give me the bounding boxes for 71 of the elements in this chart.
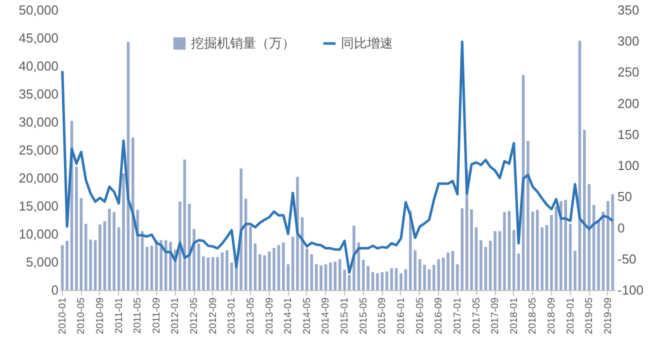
bar <box>503 212 506 290</box>
y-tick-label: 20,000 <box>18 170 58 186</box>
x-tick-label: 2018-01 <box>508 297 520 334</box>
y2-tick-label: 100 <box>618 158 640 174</box>
bar <box>400 273 402 290</box>
x-tick-label: 2019-09 <box>602 297 614 334</box>
x-tick-label: 2010-09 <box>94 297 106 334</box>
y-tick-label: 25,000 <box>18 142 58 158</box>
x-tick-label: 2011-09 <box>151 297 162 334</box>
x-tick-label: 2010-01 <box>57 297 68 334</box>
bar <box>376 273 379 290</box>
x-tick-label: 2018-09 <box>546 297 558 334</box>
x-tick-label: 2012-09 <box>208 297 219 334</box>
x-tick-label: 2016-05 <box>414 297 426 334</box>
x-tick-label: 2012-05 <box>189 297 200 334</box>
x-tick-label: 2013-09 <box>264 297 276 334</box>
x-tick-label: 2017-01 <box>452 297 464 334</box>
x-tick-label: 2016-09 <box>434 297 445 334</box>
bar <box>423 264 426 290</box>
x-tick-label: 2019-05 <box>584 297 596 334</box>
y2-tick-label: -100 <box>618 282 644 298</box>
x-tick-label: 2011-05 <box>132 297 144 334</box>
x-tick-label: 2013-05 <box>245 297 256 334</box>
bar <box>249 226 252 290</box>
y2-tick-label: -50 <box>618 251 636 266</box>
bar <box>550 214 553 290</box>
x-tick-label: 2018-05 <box>528 297 539 334</box>
x-tick-label: 2010-05 <box>76 297 88 334</box>
y2-tick-label: 50 <box>618 189 632 204</box>
x-tick-label: 2015-01 <box>340 297 351 334</box>
x-tick-label: 2015-09 <box>377 297 388 334</box>
y2-tick-label: 250 <box>618 64 640 80</box>
x-tick-label: 2011-01 <box>114 297 125 334</box>
x-tick-label: 2014-01 <box>283 297 294 334</box>
y2-tick-label: 300 <box>618 34 640 49</box>
bar <box>169 242 172 290</box>
y-tick-label: 0 <box>51 282 58 298</box>
bar <box>146 246 148 290</box>
x-tick-label: 2014-09 <box>320 297 332 334</box>
x-tick-label: 2016-01 <box>396 297 407 334</box>
y-tick-label: 50,000 <box>18 2 58 18</box>
bar <box>75 166 78 290</box>
y-tick-label: 30,000 <box>18 114 58 130</box>
y-tick-label: 10,000 <box>18 226 58 242</box>
y-tick-label: 45,000 <box>18 30 58 46</box>
y2-tick-label: 0 <box>618 220 625 236</box>
bar <box>526 141 530 290</box>
x-tick-label: 2012-01 <box>170 297 182 334</box>
x-tick-label: 2017-09 <box>490 297 502 334</box>
x-tick-label: 2014-05 <box>302 297 313 334</box>
y2-tick-label: 150 <box>618 126 640 142</box>
x-tick-label: 2015-05 <box>358 297 370 334</box>
y2-tick-label: 350 <box>618 2 640 18</box>
x-tick-label: 2013-01 <box>226 297 238 334</box>
y-tick-label: 5,000 <box>26 254 58 270</box>
bar <box>98 224 102 290</box>
bar <box>574 250 576 290</box>
y-tick-label: 35,000 <box>18 86 58 102</box>
y-tick-label: 15,000 <box>18 198 58 214</box>
legend-label: 挖掘机销量（万） <box>191 36 295 50</box>
bar <box>320 265 322 290</box>
bar <box>272 248 276 290</box>
y2-tick-label: 200 <box>618 96 640 111</box>
bar <box>446 252 450 290</box>
bar <box>597 220 600 290</box>
x-tick-label: 2019-01 <box>565 297 576 334</box>
y-tick-label: 40,000 <box>18 58 58 74</box>
bar <box>122 174 125 290</box>
bar <box>226 250 228 290</box>
x-tick-label: 2017-05 <box>471 297 482 334</box>
legend-label: 同比增速 <box>341 36 393 50</box>
